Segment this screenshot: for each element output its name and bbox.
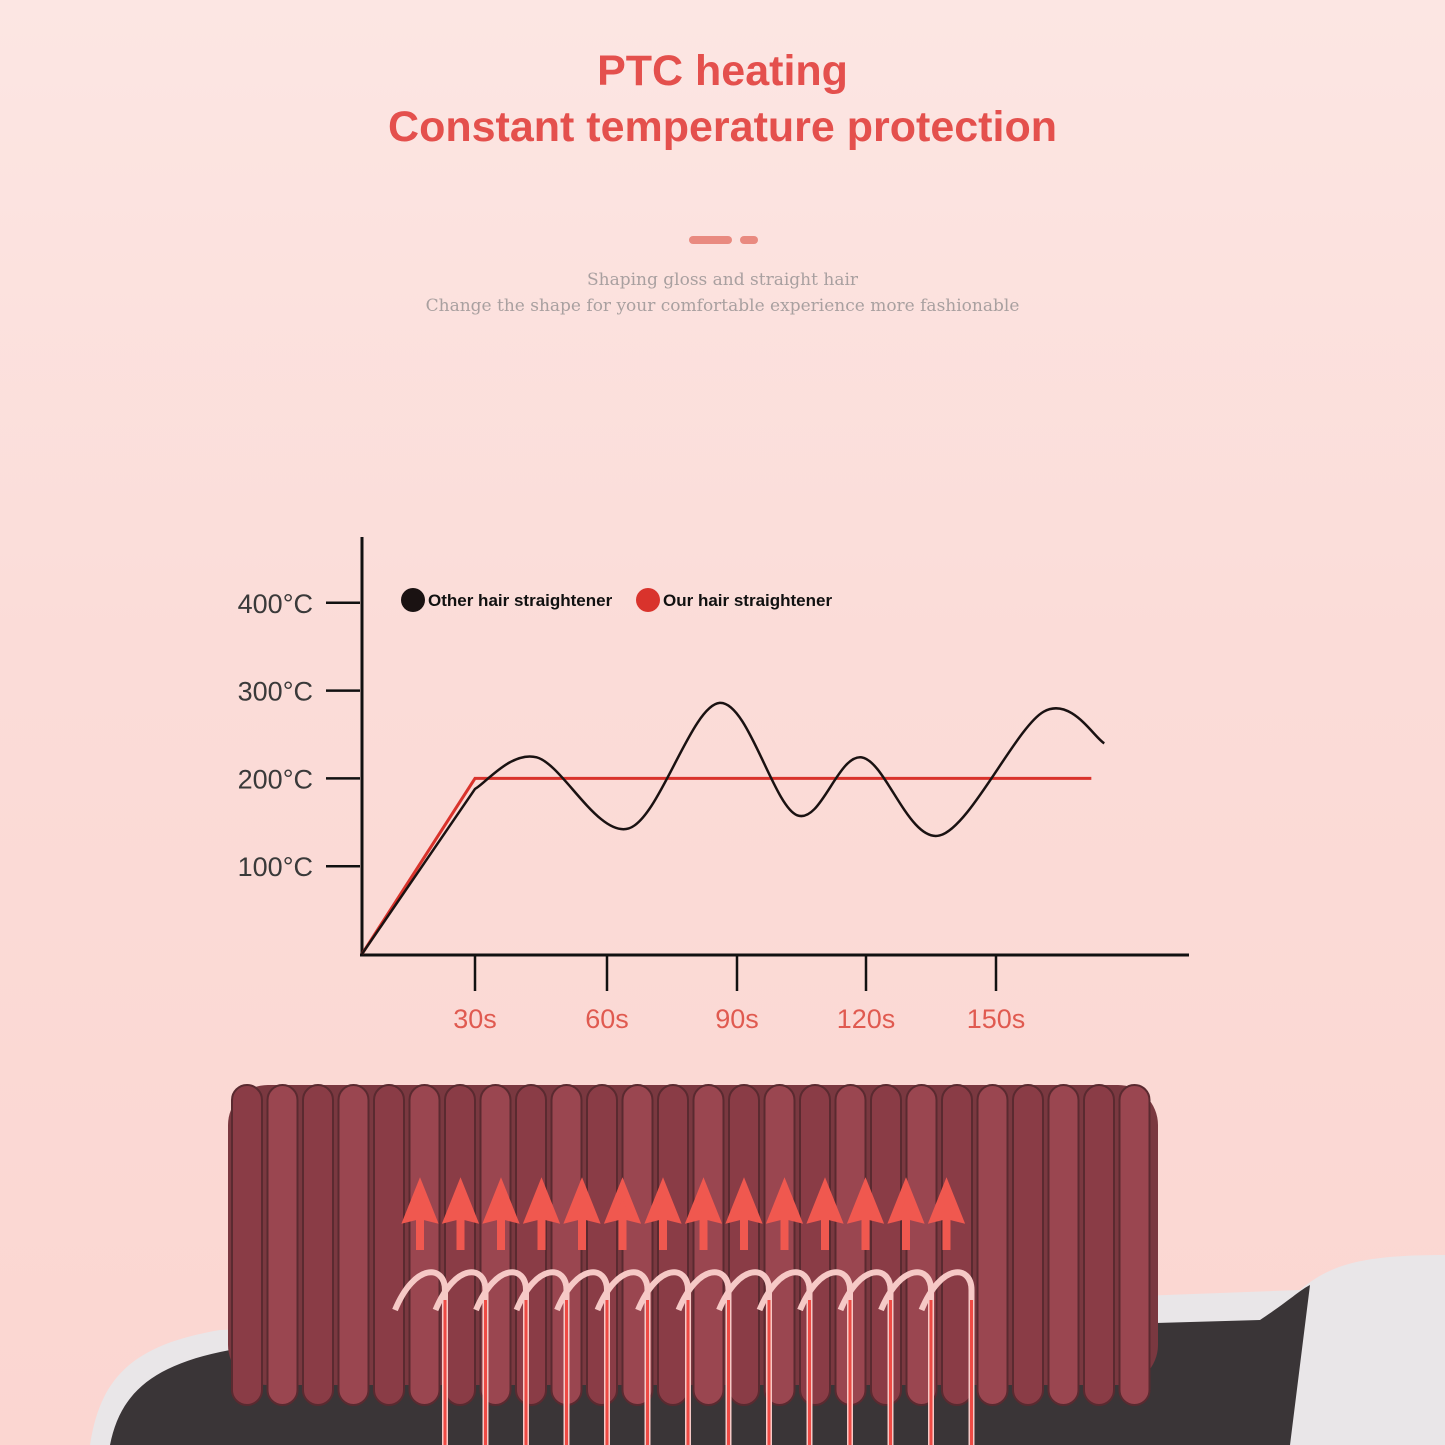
heat-arrow-icon <box>603 1177 642 1250</box>
heat-arrow-icon <box>927 1177 966 1250</box>
heat-arrow-icon <box>806 1177 844 1250</box>
comb-bristle <box>976 1084 1009 1406</box>
comb-bristle <box>941 1084 973 1406</box>
subtitle-line1: Shaping gloss and straight hair <box>586 270 859 290</box>
y-tick-label: 400°C <box>238 589 313 619</box>
heat-arrow-icon <box>522 1177 561 1250</box>
series-our-hair-straightener <box>360 776 1092 955</box>
headline: PTC heating <box>597 47 848 95</box>
heat-arrow-icon <box>563 1177 601 1250</box>
headline-sub: Constant temperature protection <box>388 103 1057 151</box>
divider-long <box>689 236 732 244</box>
heat-arrow-icon <box>725 1177 763 1250</box>
comb-bristle <box>373 1084 405 1406</box>
heating-comb-illustration <box>90 1084 1445 1445</box>
comb-bristle <box>1083 1084 1115 1406</box>
y-tick-label: 200°C <box>238 764 313 794</box>
comb-bristle <box>1047 1084 1080 1406</box>
comb-bristle <box>337 1084 370 1406</box>
subtitle-line2: Change the shape for your comfortable ex… <box>425 296 1020 316</box>
heat-arrow-icon <box>401 1177 439 1250</box>
x-tick-label: 90s <box>715 1004 759 1034</box>
heat-arrow-icon <box>441 1177 480 1250</box>
legend-marker <box>401 588 425 612</box>
comb-bristle <box>870 1084 902 1406</box>
comb-bristle <box>657 1084 689 1406</box>
heat-flow-line <box>918 1269 975 1445</box>
comb-bristle <box>302 1084 334 1406</box>
legend-label: Our hair straightener <box>663 591 832 610</box>
heat-arrow-icon <box>684 1177 723 1250</box>
heat-arrow-icon <box>765 1177 804 1250</box>
heat-arrow-icon <box>644 1177 682 1250</box>
heat-arrow-icon <box>887 1177 925 1250</box>
comb-bristle <box>266 1084 299 1406</box>
legend-marker <box>636 588 660 612</box>
y-tick-label: 100°C <box>238 852 313 882</box>
heat-arrow-icon <box>482 1177 520 1250</box>
series-other-hair-straightener <box>360 701 1106 955</box>
x-tick-label: 30s <box>453 1004 497 1034</box>
divider-short <box>740 236 758 244</box>
comb-bristle <box>1012 1084 1044 1406</box>
heat-arrow-icon <box>846 1177 885 1250</box>
x-tick-label: 150s <box>967 1004 1026 1034</box>
comb-bristle <box>692 1084 725 1406</box>
y-tick-label: 300°C <box>238 677 313 707</box>
comb-bristle <box>231 1084 263 1406</box>
comb-bristle <box>586 1084 618 1406</box>
comb-bristle <box>408 1084 441 1406</box>
x-tick-label: 120s <box>837 1004 896 1034</box>
x-tick-label: 60s <box>585 1004 629 1034</box>
comb-bristle <box>1118 1084 1151 1406</box>
legend-label: Other hair straightener <box>428 591 613 610</box>
